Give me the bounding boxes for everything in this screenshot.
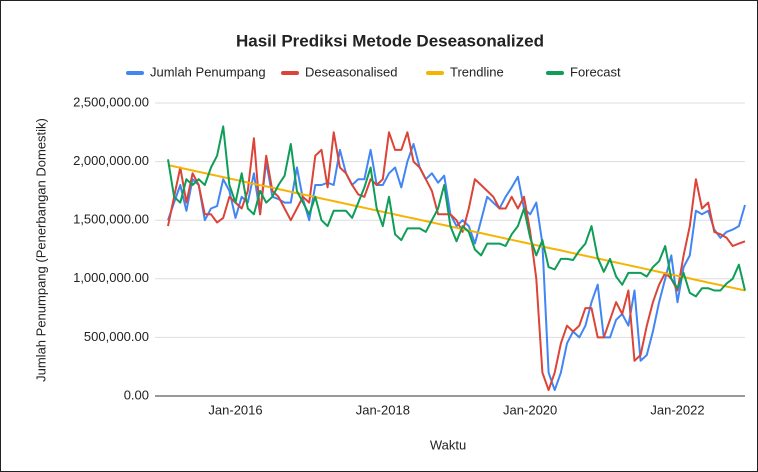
series-line	[167, 131, 746, 392]
y-tick-label: 0.00	[124, 387, 149, 402]
legend-label: Jumlah Penumpang	[150, 64, 266, 79]
y-tick-label: 2,000,000.00	[73, 153, 149, 168]
series-line	[167, 125, 746, 298]
x-tick-label: Jan-2020	[503, 402, 557, 417]
chart-title: Hasil Prediksi Metode Deseasonalized	[236, 31, 544, 50]
y-axis-label: Jumlah Penumpang (Penerbangan Domestik)	[33, 118, 48, 382]
x-tick-label: Jan-2022	[650, 402, 704, 417]
y-tick-label: 500,000.00	[84, 329, 149, 344]
legend-label: Forecast	[570, 64, 621, 79]
y-tick-label: 1,500,000.00	[73, 212, 149, 227]
y-tick-label: 1,000,000.00	[73, 270, 149, 285]
legend-label: Deseasonalised	[305, 64, 398, 79]
series-line	[167, 164, 746, 292]
y-tick-label: 2,500,000.00	[73, 94, 149, 109]
legend-label: Trendline	[450, 64, 504, 79]
x-tick-label: Jan-2018	[356, 402, 410, 417]
x-tick-label: Jan-2016	[208, 402, 262, 417]
x-axis-label: Waktu	[430, 437, 466, 452]
